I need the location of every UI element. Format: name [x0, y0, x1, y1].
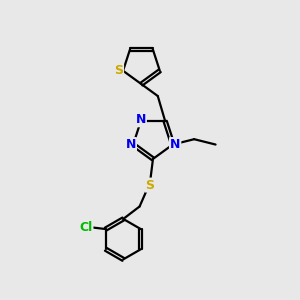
Text: Cl: Cl [79, 221, 92, 234]
Text: N: N [126, 138, 136, 151]
Text: S: S [114, 64, 123, 77]
Text: N: N [170, 138, 180, 151]
Text: N: N [136, 113, 146, 126]
Text: S: S [146, 178, 154, 192]
